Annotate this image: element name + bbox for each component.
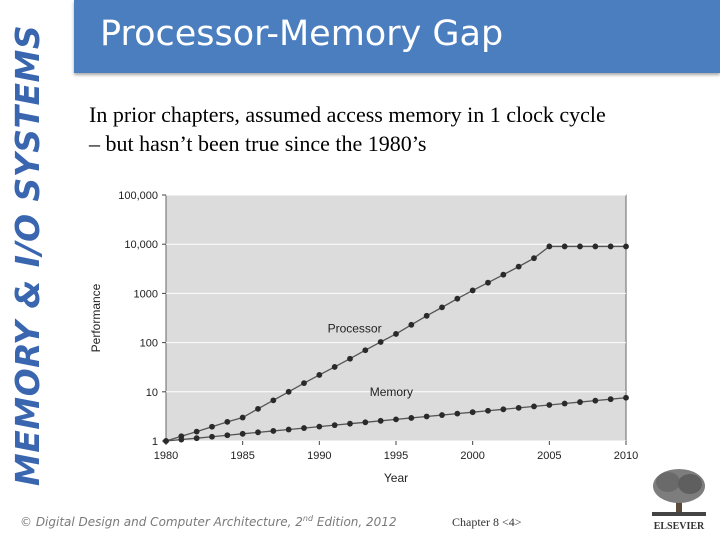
footer-copyright: © Digital Design and Computer Architectu… <box>20 514 397 529</box>
x-tick-label: 2000 <box>460 450 484 462</box>
data-point-memory <box>546 402 553 408</box>
data-point-processor <box>561 243 568 250</box>
data-point-memory <box>408 415 415 421</box>
x-tick-label: 1980 <box>154 450 178 462</box>
data-point-memory <box>224 432 231 439</box>
data-point-memory <box>209 433 215 440</box>
data-point-processor <box>515 263 522 270</box>
data-point-processor <box>331 364 338 370</box>
data-point-processor <box>607 243 614 250</box>
data-point-processor <box>209 423 215 430</box>
plot-area <box>165 194 627 442</box>
y-tick-label: 10 <box>146 387 158 399</box>
data-point-memory <box>362 419 369 426</box>
data-point-memory <box>623 394 629 401</box>
data-point-processor <box>454 295 461 302</box>
data-point-memory <box>439 412 445 418</box>
data-point-memory <box>454 410 461 417</box>
data-point-processor <box>469 287 476 294</box>
data-point-memory <box>255 429 261 436</box>
data-point-memory <box>531 403 537 410</box>
data-point-memory <box>592 397 599 404</box>
tree-icon <box>652 469 706 516</box>
copyright-prefix: © Digital Design and Computer Architectu… <box>20 515 303 529</box>
y-tick-label: 100,000 <box>118 190 158 202</box>
data-point-memory <box>423 413 430 420</box>
data-point-processor <box>377 339 384 345</box>
data-point-processor <box>255 405 261 412</box>
data-point-memory <box>193 435 200 442</box>
data-point-memory <box>469 409 476 416</box>
copyright-sup: nd <box>302 514 314 523</box>
header-bar: Processor-Memory Gap <box>74 0 720 73</box>
elsevier-logo: ELSEVIER <box>646 466 712 532</box>
data-point-memory <box>270 428 277 434</box>
publisher-name: ELSEVIER <box>653 521 705 532</box>
data-point-processor <box>592 243 599 250</box>
data-point-memory <box>347 420 353 427</box>
x-tick-label: 1995 <box>384 450 408 462</box>
data-point-processor <box>316 372 323 378</box>
x-tick-label: 2005 <box>537 450 561 462</box>
data-point-processor <box>193 428 200 435</box>
side-title: MEMORY & I/O SYSTEMS <box>0 0 56 510</box>
data-point-processor <box>500 271 507 278</box>
chapter-number: Chapter 8 <4> <box>452 515 522 529</box>
slide-title: Processor-Memory Gap <box>100 14 504 54</box>
y-tick-label: 1000 <box>134 288 158 300</box>
x-tick-label: 2010 <box>614 450 638 462</box>
x-axis-label: Year <box>384 471 408 485</box>
data-point-processor <box>485 279 491 286</box>
y-axis-label: Performance <box>89 283 103 352</box>
data-point-processor <box>301 380 307 387</box>
data-point-processor <box>362 347 369 354</box>
data-point-memory <box>316 423 323 430</box>
data-point-processor <box>423 312 430 319</box>
data-point-processor <box>439 304 445 311</box>
data-point-memory <box>577 399 583 405</box>
data-point-memory <box>500 406 507 413</box>
data-point-processor <box>623 243 629 250</box>
data-point-memory <box>178 436 185 443</box>
data-point-memory <box>607 396 614 403</box>
data-point-processor <box>347 355 353 362</box>
data-point-memory <box>285 426 292 433</box>
data-point-processor <box>224 418 231 425</box>
data-point-memory <box>301 425 307 431</box>
data-point-memory <box>393 416 399 423</box>
side-title-text: MEMORY & I/O SYSTEMS <box>8 24 48 486</box>
data-point-memory <box>515 404 522 411</box>
data-point-memory <box>331 422 338 429</box>
body-text: In prior chapters, assumed access memory… <box>89 100 714 158</box>
data-point-memory <box>239 430 246 437</box>
data-point-processor <box>577 243 583 250</box>
data-point-processor <box>270 397 277 404</box>
body-line-2: – but hasn’t been true since the 1980’s <box>89 131 427 156</box>
series-label-processor: Processor <box>328 322 382 336</box>
x-tick-label: 1990 <box>307 450 331 462</box>
data-point-processor <box>546 243 553 250</box>
x-tick-label: 1985 <box>230 450 254 462</box>
data-point-processor <box>239 414 246 421</box>
data-point-memory <box>561 400 568 407</box>
performance-chart: 1 10 100 1000 10,000 100,000 1980 1985 1990 1995 2… <box>89 190 638 485</box>
data-point-memory <box>485 407 491 414</box>
data-point-memory <box>377 417 384 424</box>
y-tick-label: 100 <box>140 338 158 350</box>
data-point-processor <box>285 388 292 395</box>
data-point-processor <box>408 321 415 328</box>
y-tick-label: 1 <box>152 436 158 448</box>
series-label-memory: Memory <box>370 385 413 399</box>
copyright-suffix: Edition, 2012 <box>313 515 397 529</box>
data-point-memory <box>163 438 169 444</box>
data-point-processor <box>531 255 537 262</box>
body-line-1: In prior chapters, assumed access memory… <box>89 102 606 127</box>
data-point-processor <box>393 331 399 337</box>
y-tick-label: 10,000 <box>124 239 158 251</box>
